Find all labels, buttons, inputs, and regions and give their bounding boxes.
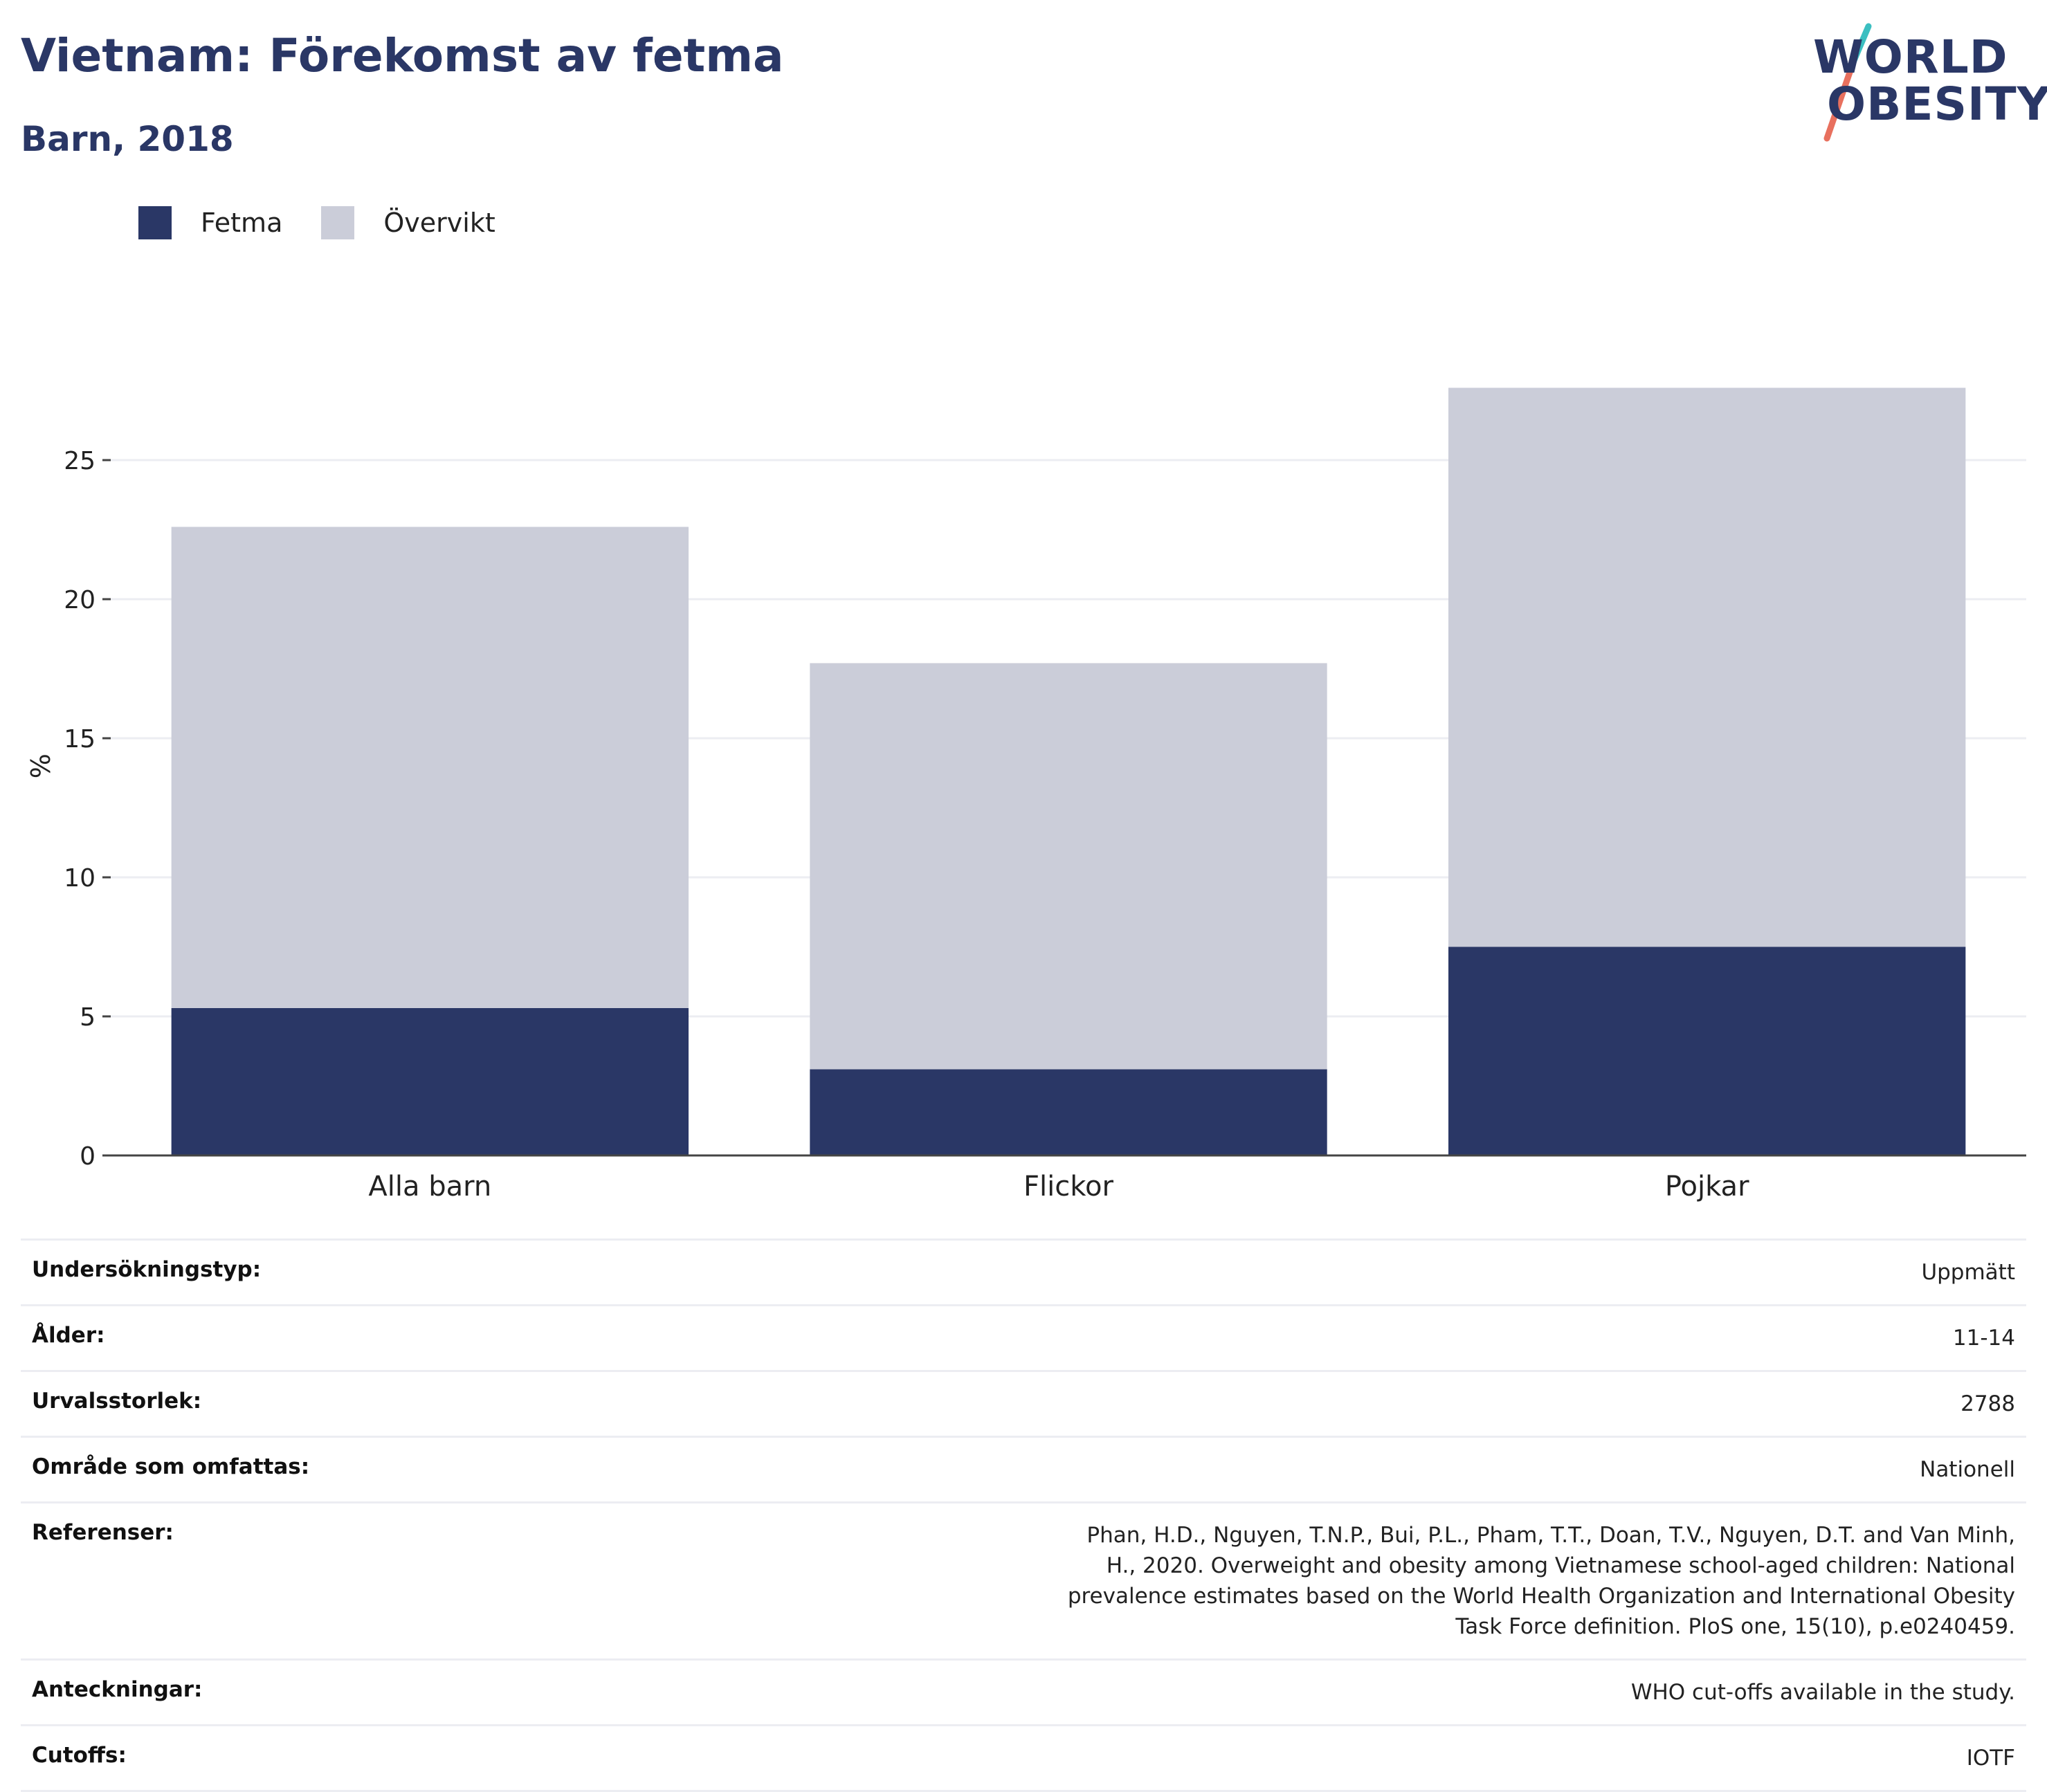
legend-item-fetma[interactable]: Fetma xyxy=(138,206,282,239)
details-row: Referenser: Phan, H.D., Nguyen, T.N.P., B… xyxy=(21,1501,2026,1660)
y-tick-label: 10 xyxy=(64,864,95,893)
legend-label: Fetma xyxy=(201,208,283,238)
bar-fetma[interactable]: Fetma: 3.1 xyxy=(810,1069,1327,1155)
chart-subtitle: Barn, 2018 xyxy=(21,119,234,159)
world-obesity-logo: WORLD OBESITY xyxy=(1799,21,2047,145)
details-key: Referenser: xyxy=(21,1501,527,1660)
details-key: Ålder: xyxy=(21,1304,527,1371)
details-row: Urvalsstorlek: 2788 xyxy=(21,1370,2026,1437)
bar-fetma[interactable]: Fetma: 7.5 xyxy=(1448,947,1966,1156)
details-value: Nationell xyxy=(527,1436,2026,1503)
bar-overvikt[interactable]: Övervikt: 14.6 xyxy=(810,663,1327,1070)
details-key: Undersökningstyp: xyxy=(21,1238,527,1306)
details-row: Ålder: 11-14 xyxy=(21,1304,2026,1371)
x-tick-label: Flickor xyxy=(1024,1171,1113,1203)
legend-item-overvikt[interactable]: Övervikt xyxy=(321,206,495,239)
y-tick-label: 20 xyxy=(64,586,95,614)
logo-line2: OBESITY xyxy=(1827,77,2047,131)
bar-chart: 0 5 10 15 20 25% Fetma: 5.3Övervikt: 17.3 Alla … xyxy=(26,387,2026,1203)
bar-fetma[interactable]: Fetma: 5.3 xyxy=(171,1007,689,1155)
details-value: Uppmätt xyxy=(527,1238,2026,1306)
logo-slash-icon xyxy=(1823,23,1872,142)
logo-line1: WORLD xyxy=(1813,30,2008,84)
y-axis-label: % xyxy=(26,753,56,778)
details-value: IOTF xyxy=(527,1724,2026,1792)
legend-label: Övervikt xyxy=(383,208,495,238)
y-tick-label: 0 xyxy=(80,1142,95,1171)
y-tick-label: 5 xyxy=(80,1003,95,1032)
details-table: Undersökningstyp: Uppmätt Ålder: 11-14 Urval… xyxy=(21,1238,2026,1792)
bar-overvikt[interactable]: Övervikt: 17.3 xyxy=(171,527,689,1008)
details-key: Urvalsstorlek: xyxy=(21,1370,527,1437)
legend-swatch-fetma xyxy=(138,206,172,239)
y-tick-label: 15 xyxy=(64,725,95,753)
details-value: 11-14 xyxy=(527,1304,2026,1371)
details-value: Phan, H.D., Nguyen, T.N.P., Bui, P.L., P… xyxy=(527,1501,2026,1660)
details-key: Cutoffs: xyxy=(21,1724,527,1792)
details-row: Undersökningstyp: Uppmätt xyxy=(21,1238,2026,1306)
details-value: 2788 xyxy=(527,1370,2026,1437)
x-tick-label: Pojkar xyxy=(1665,1171,1749,1203)
details-value: WHO cut-offs available in the study. xyxy=(527,1658,2026,1726)
bar-overvikt[interactable]: Övervikt: 20.1 xyxy=(1448,387,1966,947)
details-key: Anteckningar: xyxy=(21,1658,527,1726)
details-body: Undersökningstyp: Uppmätt Ålder: 11-14 Urval… xyxy=(21,1238,2026,1792)
details-row: Cutoffs: IOTF xyxy=(21,1724,2026,1792)
details-key: Område som omfattas: xyxy=(21,1436,527,1503)
x-tick-label: Alla barn xyxy=(368,1171,491,1203)
legend: Fetma Övervikt xyxy=(138,205,534,241)
chart-title: Vietnam: Förekomst av fetma xyxy=(21,29,784,82)
details-row: Område som omfattas: Nationell xyxy=(21,1436,2026,1503)
details-row: Anteckningar: WHO cut-offs available in t… xyxy=(21,1658,2026,1726)
legend-swatch-overvikt xyxy=(321,206,355,239)
y-tick-label: 25 xyxy=(64,447,95,475)
